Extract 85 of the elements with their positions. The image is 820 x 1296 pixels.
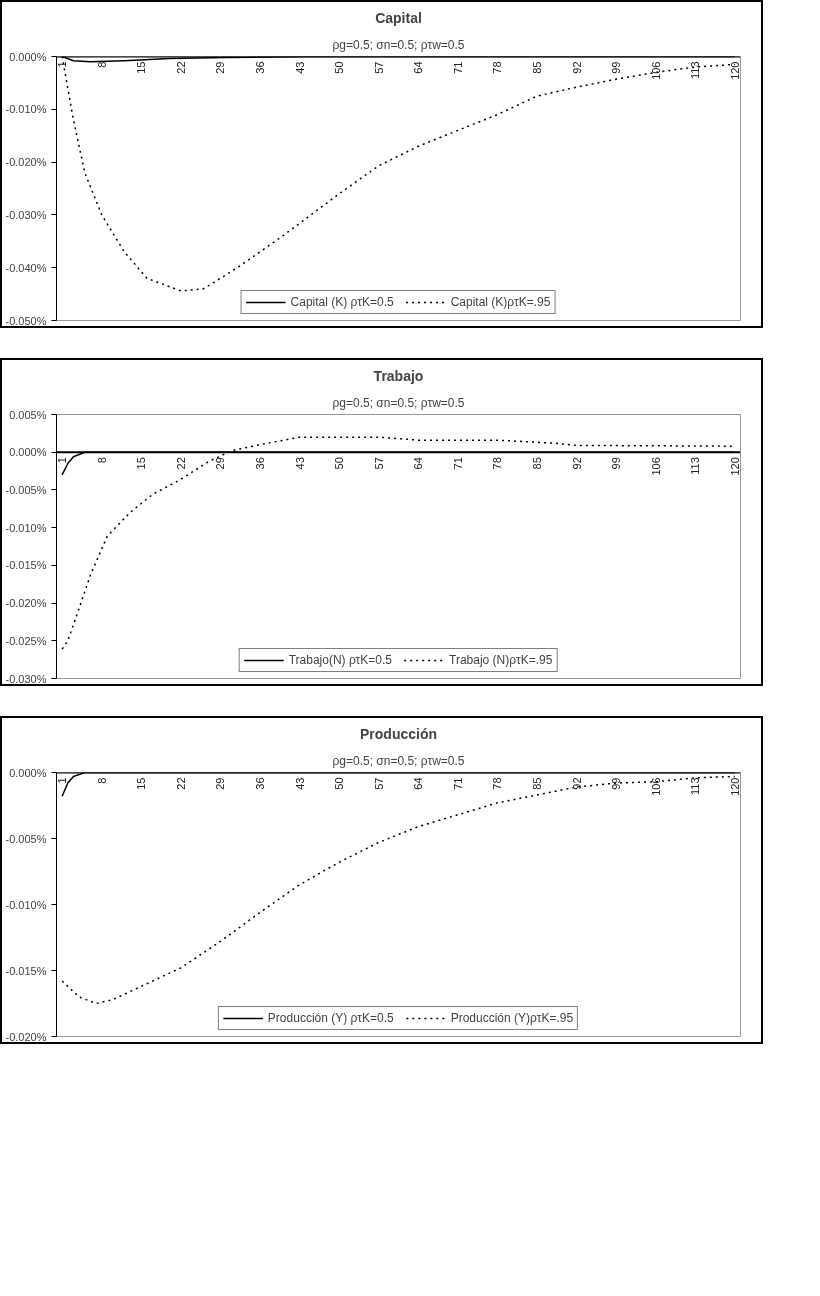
y-tick-label: -0.025% <box>5 634 47 647</box>
x-tick-label: 99 <box>610 61 623 74</box>
x-tick-label: 64 <box>412 777 425 790</box>
y-tick-label: -0.005% <box>5 832 47 845</box>
chart-subtitle: ρg=0.5; σn=0.5; ρτw=0.5 <box>332 395 465 410</box>
y-tick-label: -0.020% <box>5 156 47 169</box>
y-tick-label: -0.050% <box>5 314 47 327</box>
x-tick-label: 29 <box>214 61 227 74</box>
legend-label: Producción (Y) ρτK=0.5 <box>267 1011 394 1025</box>
x-tick-label: 92 <box>570 61 583 74</box>
y-tick-label: -0.040% <box>5 261 47 274</box>
x-tick-label: 15 <box>135 61 148 74</box>
y-tick-label: -0.015% <box>5 559 47 572</box>
x-tick-label: 22 <box>174 61 187 74</box>
x-tick-label: 71 <box>451 777 464 790</box>
chart-title: Trabajo <box>373 367 424 384</box>
x-tick-label: 85 <box>531 777 543 790</box>
legend-label: Trabajo(N) ρτK=0.5 <box>288 653 392 667</box>
x-tick-label: 120 <box>728 61 741 80</box>
chart-title: Capital <box>375 9 422 26</box>
x-tick-label: 29 <box>214 777 227 790</box>
x-tick-label: 29 <box>214 457 227 470</box>
y-tick-label: 0.000% <box>9 50 47 63</box>
x-tick-label: 57 <box>372 457 385 470</box>
x-tick-label: 50 <box>333 777 346 790</box>
x-tick-label: 78 <box>491 61 504 74</box>
y-tick-label: 0.005% <box>9 408 47 421</box>
x-tick-label: 1 <box>56 61 69 68</box>
legend-label: Producción (Y)ρτK=.95 <box>450 1011 574 1025</box>
y-tick-label: -0.015% <box>5 964 47 977</box>
x-tick-label: 92 <box>570 457 583 470</box>
x-tick-label: 71 <box>451 61 464 74</box>
x-tick-label: 8 <box>95 61 108 68</box>
legend-label: Capital (K) ρτK=0.5 <box>290 295 394 309</box>
x-tick-label: 1 <box>56 777 69 784</box>
x-tick-label: 64 <box>412 61 425 74</box>
x-tick-label: 92 <box>570 777 583 790</box>
chart-subtitle: ρg=0.5; σn=0.5; ρτw=0.5 <box>332 37 465 52</box>
y-tick-label: -0.005% <box>5 483 47 496</box>
x-tick-label: 43 <box>293 61 306 74</box>
y-tick-label: -0.010% <box>5 898 47 911</box>
x-tick-label: 120 <box>728 457 741 476</box>
x-tick-label: 106 <box>649 457 662 476</box>
legend-label: Capital (K)ρτK=.95 <box>450 295 551 309</box>
x-tick-label: 106 <box>649 777 662 796</box>
x-tick-label: 113 <box>689 457 702 475</box>
x-tick-label: 43 <box>293 457 306 470</box>
y-tick-label: -0.010% <box>5 103 47 116</box>
x-tick-label: 36 <box>254 61 266 74</box>
x-tick-label: 85 <box>531 457 543 470</box>
x-tick-label: 57 <box>372 61 385 74</box>
x-tick-label: 78 <box>491 457 504 470</box>
x-tick-label: 78 <box>491 777 504 790</box>
x-tick-label: 36 <box>254 457 266 470</box>
chart-subtitle: ρg=0.5; σn=0.5; ρτw=0.5 <box>332 753 465 768</box>
x-tick-label: 8 <box>95 777 108 784</box>
x-tick-label: 64 <box>412 457 425 470</box>
x-tick-label: 85 <box>531 61 543 74</box>
x-tick-label: 57 <box>372 777 385 790</box>
x-tick-label: 113 <box>689 777 702 796</box>
y-tick-label: -0.030% <box>5 672 47 685</box>
x-tick-label: 36 <box>254 777 266 790</box>
x-tick-label: 113 <box>689 61 702 80</box>
x-tick-label: 99 <box>610 457 623 470</box>
x-tick-label: 22 <box>174 777 187 790</box>
x-tick-label: 120 <box>728 777 741 796</box>
x-tick-label: 50 <box>333 457 346 470</box>
x-tick-label: 15 <box>135 777 148 790</box>
x-tick-label: 43 <box>293 777 306 790</box>
x-tick-label: 71 <box>451 457 464 470</box>
x-tick-label: 8 <box>95 457 108 464</box>
y-tick-label: -0.010% <box>5 521 47 534</box>
y-tick-label: -0.030% <box>5 208 47 221</box>
x-tick-label: 1 <box>56 457 69 464</box>
y-tick-label: -0.020% <box>5 1030 47 1043</box>
x-tick-label: 22 <box>174 457 187 470</box>
x-tick-label: 99 <box>610 777 623 790</box>
x-tick-label: 106 <box>649 61 662 80</box>
y-tick-label: 0.000% <box>9 766 47 779</box>
x-tick-label: 50 <box>333 61 346 74</box>
legend-label: Trabajo (N)ρτK=.95 <box>449 653 553 667</box>
x-tick-label: 15 <box>135 457 148 470</box>
chart-title: Producción <box>360 725 438 742</box>
y-tick-label: -0.020% <box>5 597 47 610</box>
y-tick-label: 0.000% <box>9 446 47 459</box>
